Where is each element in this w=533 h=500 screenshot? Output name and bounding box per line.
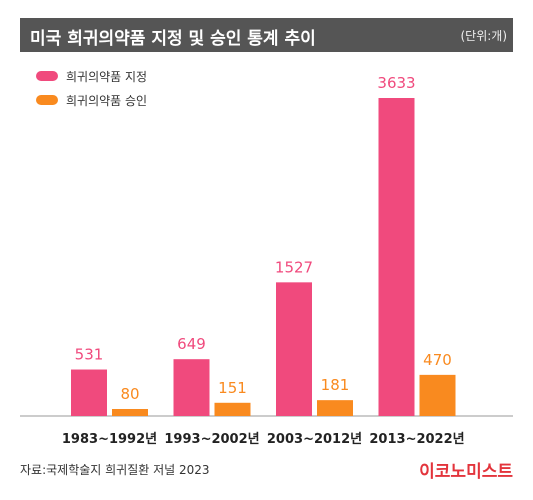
bar-approval-2	[317, 400, 353, 416]
legend-swatch-designation	[36, 71, 58, 81]
bar-approval-3	[419, 374, 456, 416]
bar-designation-2	[276, 282, 312, 416]
legend-label-approval: 희귀의약품 승인	[66, 93, 148, 108]
data-label-approval-2: 181	[321, 376, 350, 394]
bar-approval-1	[214, 402, 251, 416]
bar-approval-0	[112, 408, 148, 416]
legend-swatch-approval	[36, 95, 58, 105]
data-label-approval-1: 151	[218, 379, 247, 397]
x-tick-label-0: 1983~1992년	[62, 432, 157, 447]
data-label-designation-0: 531	[75, 346, 104, 364]
chart-title: 미국 희귀의약품 지정 및 승인 통계 추이	[30, 29, 316, 49]
data-label-approval-3: 470	[423, 351, 452, 369]
data-label-designation-3: 3633	[377, 74, 415, 92]
source-note: 자료:국제학술지 희귀질환 저널 2023	[20, 463, 210, 477]
data-label-designation-2: 1527	[275, 258, 313, 276]
legend-item-designation: 희귀의약품 지정	[36, 64, 147, 88]
x-tick-label-3: 2013~2022년	[369, 432, 464, 447]
title-bar: 미국 희귀의약품 지정 및 승인 통계 추이 (단위:개)	[20, 18, 513, 52]
bar-designation-1	[173, 359, 210, 416]
bar-designation-3	[378, 98, 415, 416]
unit-label: (단위:개)	[460, 29, 507, 43]
legend: 희귀의약품 지정 희귀의약품 승인	[36, 64, 147, 112]
brand-logo: 이코노미스트	[419, 462, 513, 482]
bar-designation-0	[71, 369, 107, 416]
data-label-designation-1: 649	[177, 335, 206, 353]
legend-item-approval: 희귀의약품 승인	[36, 88, 147, 112]
data-label-approval-0: 80	[120, 385, 139, 403]
x-tick-label-1: 1993~2002년	[164, 432, 259, 447]
legend-label-designation: 희귀의약품 지정	[66, 69, 148, 84]
x-tick-label-2: 2003~2012년	[267, 432, 362, 447]
